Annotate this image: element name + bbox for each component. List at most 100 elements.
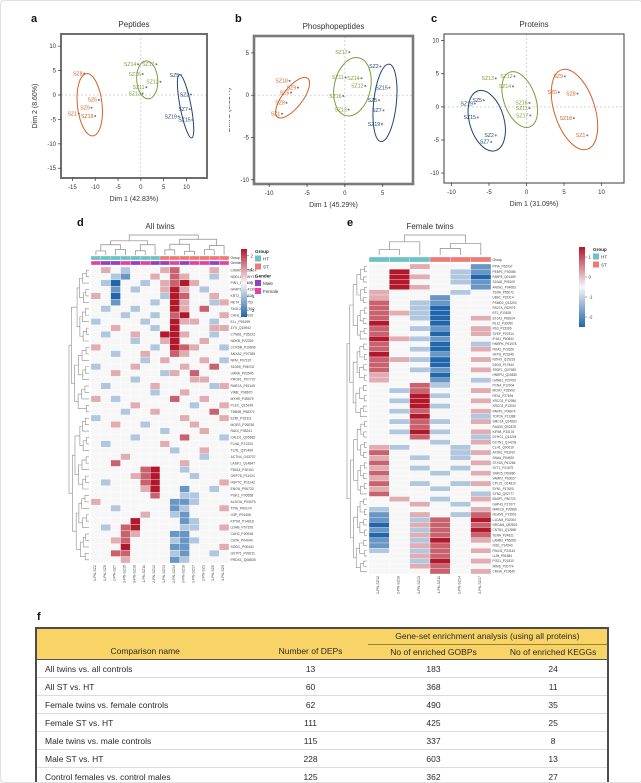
svg-text:SZ12: SZ12	[500, 74, 513, 80]
svg-text:3-PN-SZ17: 3-PN-SZ17	[478, 576, 482, 594]
svg-text:COX5B_P10606: COX5B_P10606	[231, 346, 256, 350]
svg-text:TBB4B_P68371: TBB4B_P68371	[231, 410, 255, 414]
svg-text:SNAA_P54920: SNAA_P54920	[493, 456, 515, 460]
pca-plot-phosphopeptides: Phosphopeptides -10 -5 0 5 -10 -5 0 5 Dim 1 (45.2…	[229, 11, 425, 211]
svg-text:PROF1_P07737: PROF1_P07737	[231, 378, 256, 382]
svg-text:NRCAM_Q92823: NRCAM_Q92823	[493, 523, 518, 527]
svg-text:FBLN1_P23142: FBLN1_P23142	[493, 549, 516, 553]
cell-value: 337	[367, 731, 500, 750]
svg-text:LDHB_P07195: LDHB_P07195	[231, 526, 254, 530]
svg-text:VIME_P08670: VIME_P08670	[231, 391, 253, 395]
svg-text:Dim 1 (42.83%): Dim 1 (42.83%)	[110, 196, 159, 203]
cell-value: 228	[253, 749, 368, 768]
cell-value: 60	[253, 677, 368, 696]
svg-text:1-PN-SZ11: 1-PN-SZ11	[142, 565, 146, 583]
svg-text:XRCC6_P12956: XRCC6_P12956	[493, 399, 517, 403]
svg-text:-10: -10	[240, 178, 249, 184]
table-row: Male twins vs. male controls 115 337 8	[36, 731, 608, 750]
svg-text:5: 5	[436, 72, 440, 78]
svg-text:TPIS_P60174: TPIS_P60174	[231, 506, 252, 510]
svg-text:MOES_P26038: MOES_P26038	[231, 423, 255, 427]
svg-text:SZ2: SZ2	[180, 92, 190, 98]
pca-plot-proteins: Proteins -10 -5 0 5 10 -10 -5 0 5 10 Dim 1 (31.09%)…	[425, 11, 637, 211]
svg-text:SZ18: SZ18	[81, 114, 94, 120]
svg-text:BASP1_P80723: BASP1_P80723	[493, 497, 516, 501]
svg-text:SRSF1_Q07955: SRSF1_Q07955	[493, 368, 517, 372]
svg-text:KPYM_P14618: KPYM_P14618	[231, 519, 254, 523]
svg-text:SZ8: SZ8	[566, 91, 576, 97]
svg-text:XRCC5_P13010: XRCC5_P13010	[493, 404, 517, 408]
svg-text:EZRI_P15311: EZRI_P15311	[231, 416, 252, 420]
svg-text:IF4A1_P60842: IF4A1_P60842	[493, 337, 514, 341]
svg-text:KIF5B_P33176: KIF5B_P33176	[493, 430, 515, 434]
svg-text:SODC_P00441: SODC_P00441	[231, 545, 254, 549]
svg-text:SYN2_Q92777: SYN2_Q92777	[493, 492, 515, 496]
svg-text:0: 0	[525, 190, 529, 196]
svg-text:-2: -2	[251, 308, 255, 313]
cell-value: 183	[367, 659, 500, 678]
svg-text:SZ1: SZ1	[67, 111, 77, 117]
svg-text:5: 5	[562, 190, 566, 196]
svg-text:5: 5	[53, 69, 57, 75]
svg-text:3-PN-SZ13: 3-PN-SZ13	[417, 576, 421, 594]
cell-comparison-name: Female ST vs. HT	[36, 713, 254, 732]
svg-text:CATA_P04040: CATA_P04040	[231, 539, 253, 543]
svg-text:SZ15: SZ15	[375, 85, 388, 91]
svg-text:SZ7: SZ7	[178, 107, 188, 113]
svg-text:CPLX1_O14810: CPLX1_O14810	[493, 482, 516, 486]
pca-plot-peptides: Peptides -15 -10 -5 0 5 10 -15 -10 -5 0 5 10 Dim 1 (4…	[23, 11, 219, 211]
svg-text:SZ12: SZ12	[351, 84, 364, 90]
cell-comparison-name: Female twins vs. female controls	[36, 695, 254, 714]
svg-text:Group: Group	[255, 249, 269, 254]
svg-text:SZ11: SZ11	[332, 75, 344, 81]
svg-text:-2: -2	[589, 315, 593, 320]
svg-text:SZ19: SZ19	[461, 101, 474, 107]
panel-label-c: c	[431, 13, 438, 25]
svg-text:1-PN-SZ12: 1-PN-SZ12	[376, 576, 380, 594]
cell-value: 24	[499, 659, 608, 678]
cell-value: 11	[499, 677, 608, 696]
svg-text:2-PN-SZ7: 2-PN-SZ7	[113, 565, 117, 581]
cell-value: 111	[253, 713, 368, 732]
svg-text:SZ5: SZ5	[368, 98, 378, 104]
svg-text:0: 0	[589, 275, 592, 280]
svg-text:HNRPU_Q00839: HNRPU_Q00839	[493, 373, 518, 377]
svg-text:S10A9_P06702: S10A9_P06702	[231, 365, 255, 369]
svg-text:NONO_Q15233: NONO_Q15233	[493, 358, 516, 362]
svg-text:Gender: Gender	[255, 274, 271, 279]
svg-text:SZ17: SZ17	[142, 62, 155, 68]
svg-text:SZ5: SZ5	[170, 73, 180, 79]
svg-text:SZ16: SZ16	[329, 94, 342, 100]
cell-comparison-name: Male twins vs. male controls	[36, 731, 254, 750]
cell-comparison-name: All twins vs. all controls	[36, 659, 254, 678]
svg-text:Female: Female	[263, 289, 279, 294]
svg-text:-10: -10	[430, 171, 439, 177]
table-row: All twins vs. all controls 13 183 24	[36, 659, 608, 678]
summary-table: Gene-set enrichment analysis (using all …	[35, 627, 609, 782]
svg-text:LMNA_P02545: LMNA_P02545	[231, 371, 254, 375]
heatmap-female-twins: Female twins Group PPIA_P62937 PEBP1_P30086…	[339, 219, 639, 619]
svg-text:-10: -10	[265, 191, 274, 197]
svg-text:SYN1_P17600: SYN1_P17600	[493, 487, 514, 491]
svg-text:10: 10	[432, 39, 439, 45]
svg-text:Female twins: Female twins	[406, 222, 453, 231]
svg-text:SZ6: SZ6	[280, 90, 290, 96]
svg-text:SZ9: SZ9	[553, 74, 563, 80]
svg-text:STX1B_P61266: STX1B_P61266	[493, 461, 516, 465]
svg-text:MARCS_P29966: MARCS_P29966	[493, 508, 518, 512]
svg-text:NCAM1_P13591: NCAM1_P13591	[493, 513, 517, 517]
svg-text:Group: Group	[593, 247, 607, 252]
svg-text:SZ14: SZ14	[499, 84, 512, 90]
svg-text:HT: HT	[263, 257, 269, 262]
table-row: Female ST vs. HT 111 425 25	[36, 713, 608, 732]
cell-value: 425	[367, 713, 500, 732]
svg-text:PDIA3_P30101: PDIA3_P30101	[231, 468, 254, 472]
svg-text:PLEC_Q15149: PLEC_Q15149	[231, 403, 254, 407]
cell-value: 125	[253, 767, 368, 782]
svg-text:HSP7C_P11142: HSP7C_P11142	[231, 481, 255, 485]
svg-text:-10: -10	[447, 190, 456, 196]
svg-text:SZ2: SZ2	[484, 133, 494, 139]
svg-text:Dim 1 (45.29%): Dim 1 (45.29%)	[309, 202, 358, 209]
panel-label-e: e	[347, 217, 354, 229]
